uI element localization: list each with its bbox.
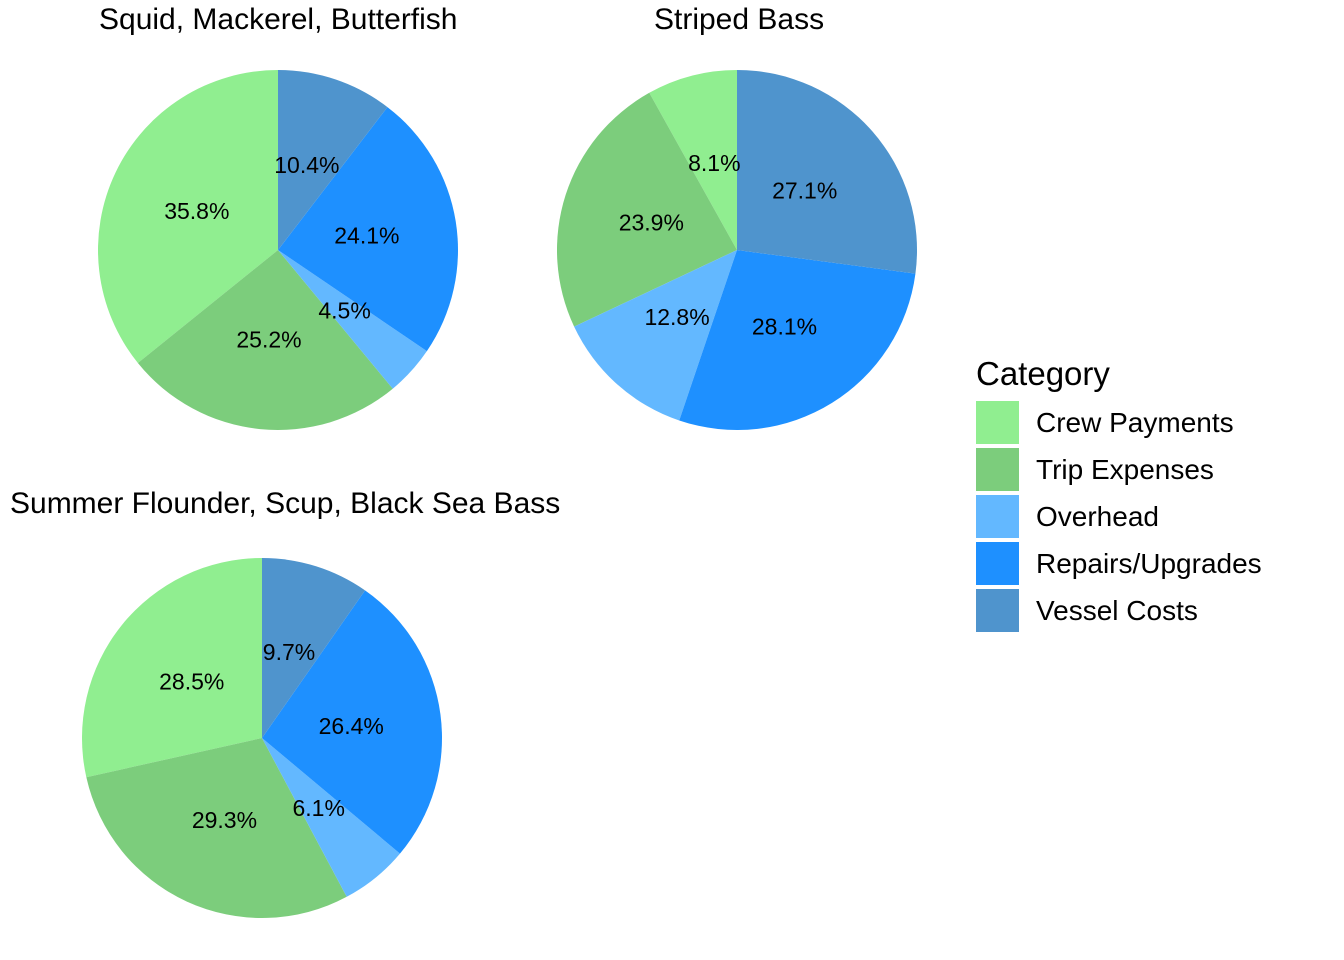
pie-slice-crew-payments [81, 558, 262, 778]
legend-item-trip-expenses: Trip Expenses [976, 448, 1262, 491]
pie-slice-crew-payments [98, 70, 278, 363]
pie-summer-flounder-scup-black-sea-bass: 28.5% 29.3% 6.1% 26.4% 9.7% [81, 558, 443, 919]
pie-slice-repairs-upgrades [262, 590, 443, 854]
legend-swatch-trip-expenses [976, 448, 1019, 491]
pie-title-squid-mackerel-butterfish: Squid, Mackerel, Butterfish [99, 3, 458, 36]
legend-swatch-vessel-costs [976, 589, 1019, 632]
legend-item-crew-payments: Crew Payments [976, 401, 1262, 444]
legend-item-vessel-costs: Vessel Costs [976, 589, 1262, 632]
pie-slice-overhead [278, 250, 427, 389]
pie-slice-percentage-label: 8.1% [688, 150, 740, 176]
pie-slice-percentage-label: 24.1% [334, 223, 399, 249]
pie-slice-overhead [262, 738, 400, 897]
pie-striped-bass: 8.1% 23.9% 12.8% 28.1% 27.1% [556, 70, 918, 431]
legend-item-repairs-upgrades: Repairs/Upgrades [976, 542, 1262, 585]
pie-slice-percentage-label: 35.8% [164, 198, 229, 224]
pie-slice-trip-expenses [86, 738, 347, 919]
pie-slice-percentage-label: 28.1% [752, 313, 817, 339]
pie-slice-percentage-label: 12.8% [644, 304, 709, 330]
legend-item-overhead: Overhead [976, 495, 1262, 538]
legend-swatch-overhead [976, 495, 1019, 538]
pie-slice-percentage-label: 23.9% [619, 209, 684, 235]
pie-slice-vessel-costs [278, 69, 388, 250]
pie-slice-percentage-label: 28.5% [159, 669, 224, 695]
pie-slice-percentage-label: 10.4% [274, 152, 339, 178]
pie-slice-percentage-label: 27.1% [772, 178, 837, 204]
legend-label-repairs-upgrades: Repairs/Upgrades [1036, 547, 1262, 579]
pie-squid-mackerel-butterfish: 35.8% 25.2% 4.5% 24.1% 10.4% [98, 69, 459, 430]
pie-slice-percentage-label: 25.2% [236, 327, 301, 353]
pie-title-summer-flounder-scup-black-sea-bass: Summer Flounder, Scup, Black Sea Bass [10, 487, 561, 520]
pie-slice-percentage-label: 26.4% [319, 713, 384, 739]
legend-label-trip-expenses: Trip Expenses [1036, 453, 1214, 485]
legend-swatch-crew-payments [976, 401, 1019, 444]
pie-title-striped-bass: Striped Bass [654, 3, 825, 36]
pie-slice-percentage-label: 9.7% [263, 639, 315, 665]
pie-slice-repairs-upgrades [679, 250, 916, 431]
pie-slice-repairs-upgrades [278, 107, 459, 352]
legend-label-overhead: Overhead [1036, 500, 1159, 532]
pie-slice-percentage-label: 4.5% [318, 298, 370, 324]
legend-label-vessel-costs: Vessel Costs [1036, 594, 1198, 626]
pie-slice-trip-expenses [137, 250, 393, 430]
legend-label-crew-payments: Crew Payments [1036, 406, 1234, 438]
pie-slice-vessel-costs [737, 70, 918, 274]
pie-slice-overhead [574, 250, 737, 421]
legend-title: Category [976, 355, 1110, 392]
legend-swatch-repairs-upgrades [976, 542, 1019, 585]
pie-slice-crew-payments [649, 70, 737, 250]
pie-slice-percentage-label: 29.3% [192, 807, 257, 833]
pie-slice-vessel-costs [262, 558, 366, 738]
pie-slice-percentage-label: 6.1% [292, 795, 344, 821]
pie-slice-trip-expenses [556, 92, 737, 327]
legend: Category Crew Payments Trip Expenses Ove… [976, 353, 1262, 636]
